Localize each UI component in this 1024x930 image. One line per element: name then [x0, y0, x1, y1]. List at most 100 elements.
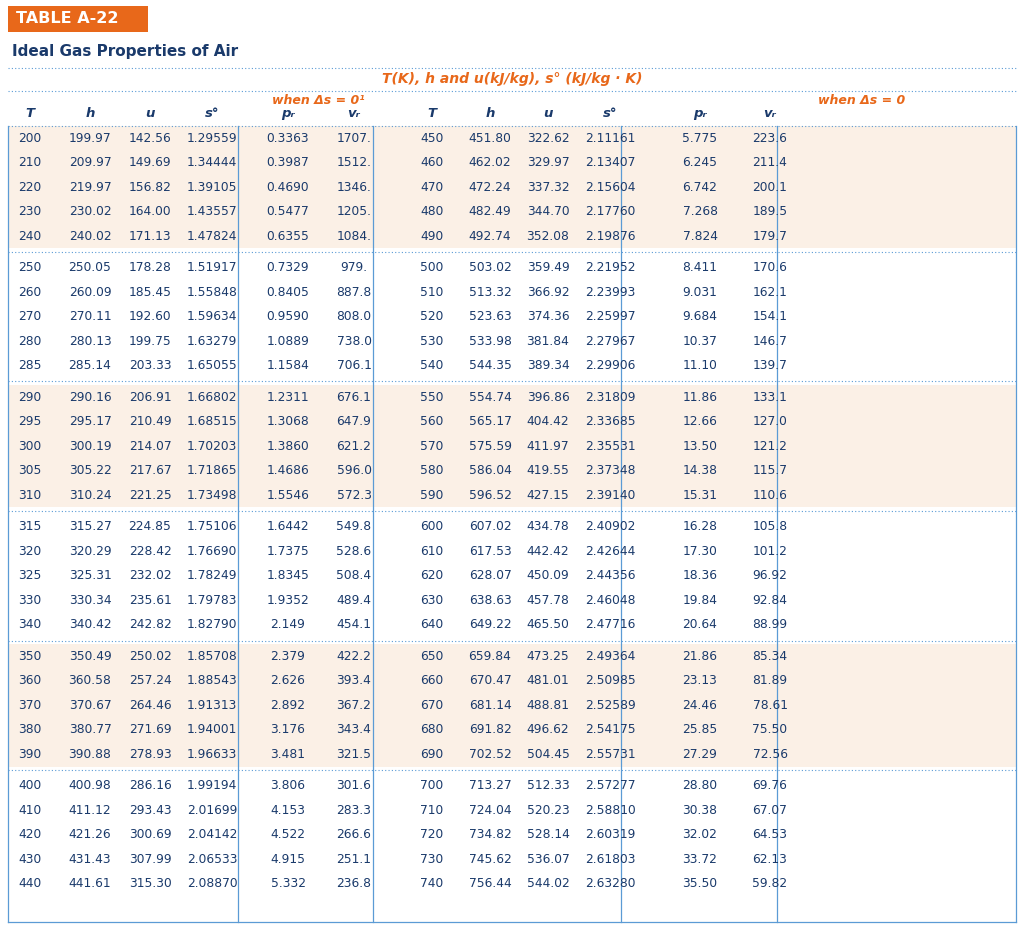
- Text: 64.53: 64.53: [753, 829, 787, 842]
- Text: 1512.: 1512.: [337, 156, 372, 169]
- Text: 1.71865: 1.71865: [186, 464, 238, 477]
- Text: 374.36: 374.36: [526, 311, 569, 324]
- Text: 393.4: 393.4: [337, 674, 372, 687]
- Text: 1.1584: 1.1584: [266, 359, 309, 372]
- Text: 0.5477: 0.5477: [266, 206, 309, 219]
- Text: 300.19: 300.19: [69, 440, 112, 453]
- Text: 544.35: 544.35: [469, 359, 511, 372]
- Text: 1.76690: 1.76690: [186, 545, 238, 558]
- FancyBboxPatch shape: [8, 6, 148, 32]
- Text: 2.37348: 2.37348: [585, 464, 635, 477]
- Text: 550: 550: [420, 391, 443, 404]
- Text: 470: 470: [421, 180, 443, 193]
- Text: 2.626: 2.626: [270, 674, 305, 687]
- Text: 492.74: 492.74: [469, 230, 511, 243]
- Text: 330: 330: [18, 593, 42, 606]
- Text: 232.02: 232.02: [129, 569, 171, 582]
- Text: 260.09: 260.09: [69, 286, 112, 299]
- Text: 18.36: 18.36: [683, 569, 718, 582]
- Text: 389.34: 389.34: [526, 359, 569, 372]
- Text: 210: 210: [18, 156, 42, 169]
- Text: 9.684: 9.684: [683, 311, 718, 324]
- Text: 528.14: 528.14: [526, 829, 569, 842]
- Text: 1.51917: 1.51917: [186, 261, 238, 274]
- Text: pᵣ: pᵣ: [693, 108, 707, 121]
- Text: 350: 350: [18, 650, 42, 663]
- Text: 523.63: 523.63: [469, 311, 511, 324]
- Text: 1346.: 1346.: [337, 180, 372, 193]
- Text: 472.24: 472.24: [469, 180, 511, 193]
- Text: 340.42: 340.42: [69, 618, 112, 631]
- Text: 3.176: 3.176: [270, 724, 305, 737]
- Text: 300.69: 300.69: [129, 829, 171, 842]
- Text: 189.5: 189.5: [753, 206, 787, 219]
- Text: 2.33685: 2.33685: [585, 416, 635, 428]
- Text: 549.8: 549.8: [337, 520, 372, 533]
- Text: 257.24: 257.24: [129, 674, 171, 687]
- Text: 1084.: 1084.: [337, 230, 372, 243]
- Text: 290.16: 290.16: [69, 391, 112, 404]
- Text: 185.45: 185.45: [128, 286, 171, 299]
- Text: 460: 460: [421, 156, 443, 169]
- Text: 710: 710: [421, 804, 443, 817]
- Text: 280.13: 280.13: [69, 335, 112, 348]
- Text: 12.66: 12.66: [683, 416, 718, 428]
- Text: 381.84: 381.84: [526, 335, 569, 348]
- Text: 85.34: 85.34: [753, 650, 787, 663]
- Text: 513.32: 513.32: [469, 286, 511, 299]
- Text: 315.30: 315.30: [129, 877, 171, 890]
- Text: 1.70203: 1.70203: [186, 440, 238, 453]
- Text: 315.27: 315.27: [69, 520, 112, 533]
- Text: 264.46: 264.46: [129, 698, 171, 711]
- Text: 2.17760: 2.17760: [585, 206, 635, 219]
- Text: 1.47824: 1.47824: [186, 230, 238, 243]
- Text: 1.3860: 1.3860: [266, 440, 309, 453]
- Text: 2.08870: 2.08870: [186, 877, 238, 890]
- Text: 270.11: 270.11: [69, 311, 112, 324]
- Text: 457.78: 457.78: [526, 593, 569, 606]
- Text: 146.7: 146.7: [753, 335, 787, 348]
- Text: 617.53: 617.53: [469, 545, 511, 558]
- Text: 638.63: 638.63: [469, 593, 511, 606]
- Text: 434.78: 434.78: [526, 520, 569, 533]
- Text: 2.46048: 2.46048: [585, 593, 635, 606]
- Text: 2.55731: 2.55731: [585, 748, 635, 761]
- Text: vᵣ: vᵣ: [764, 108, 776, 121]
- Text: 2.01699: 2.01699: [186, 804, 238, 817]
- Text: 489.4: 489.4: [337, 593, 372, 606]
- Text: 27.29: 27.29: [683, 748, 718, 761]
- Text: 217.67: 217.67: [129, 464, 171, 477]
- Text: 2.40902: 2.40902: [585, 520, 635, 533]
- Text: 713.27: 713.27: [469, 779, 511, 792]
- Text: 2.52589: 2.52589: [585, 698, 635, 711]
- Text: 310: 310: [18, 489, 42, 502]
- Text: 154.1: 154.1: [753, 311, 787, 324]
- Text: 23.13: 23.13: [683, 674, 718, 687]
- Text: 240.02: 240.02: [69, 230, 112, 243]
- Text: 640: 640: [421, 618, 443, 631]
- Text: 115.7: 115.7: [753, 464, 787, 477]
- Text: 149.69: 149.69: [129, 156, 171, 169]
- Text: 540: 540: [420, 359, 443, 372]
- Text: 621.2: 621.2: [337, 440, 372, 453]
- Text: 142.56: 142.56: [129, 132, 171, 145]
- Text: 1.79783: 1.79783: [186, 593, 238, 606]
- Text: 4.153: 4.153: [270, 804, 305, 817]
- Text: 510: 510: [420, 286, 443, 299]
- Text: 404.42: 404.42: [526, 416, 569, 428]
- Text: 2.29906: 2.29906: [585, 359, 635, 372]
- Text: 367.2: 367.2: [337, 698, 372, 711]
- Text: 203.33: 203.33: [129, 359, 171, 372]
- Text: 320.29: 320.29: [69, 545, 112, 558]
- Text: 221.25: 221.25: [129, 489, 171, 502]
- Text: 33.72: 33.72: [683, 853, 718, 866]
- Text: 979.: 979.: [340, 261, 368, 274]
- Text: 628.07: 628.07: [469, 569, 511, 582]
- Text: 250.02: 250.02: [129, 650, 171, 663]
- Text: 223.6: 223.6: [753, 132, 787, 145]
- Text: 610: 610: [421, 545, 443, 558]
- Text: 390.88: 390.88: [69, 748, 112, 761]
- Text: 206.91: 206.91: [129, 391, 171, 404]
- Text: 504.45: 504.45: [526, 748, 569, 761]
- Text: 370.67: 370.67: [69, 698, 112, 711]
